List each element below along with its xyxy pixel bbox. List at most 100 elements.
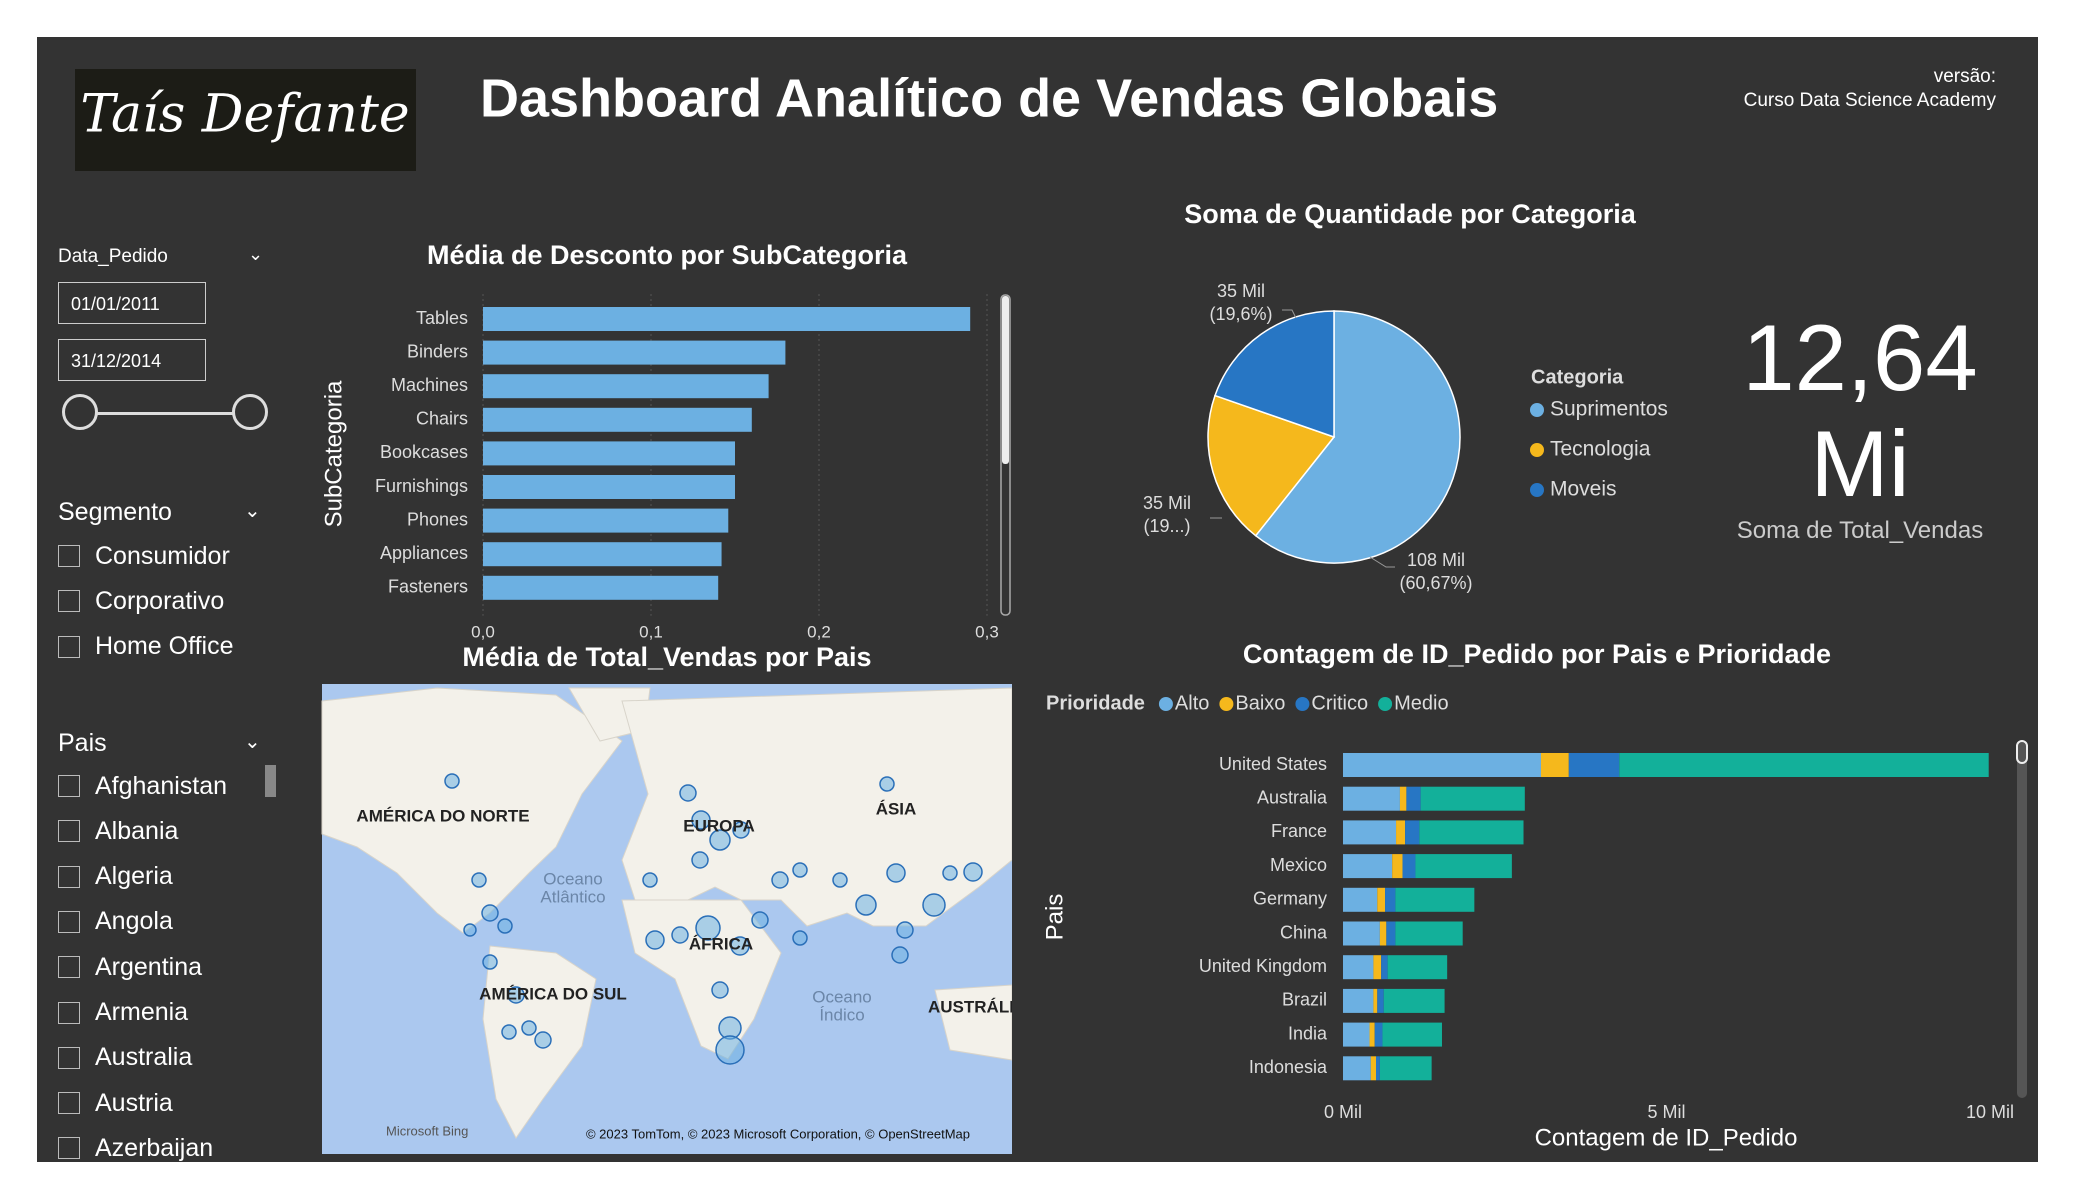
slicer-option[interactable]: Australia (58, 1042, 192, 1074)
y-tick-label: Tables (416, 308, 468, 328)
slicer-option[interactable]: Consumidor (58, 540, 230, 572)
legend-marker (1530, 443, 1544, 457)
map-mask (1012, 684, 1042, 1154)
bar-segment (1420, 786, 1525, 811)
bar-segment (1369, 1022, 1375, 1047)
checkbox[interactable] (58, 956, 80, 979)
legend-marker (1530, 483, 1544, 497)
checkbox[interactable] (58, 910, 80, 933)
bar-segment (1343, 854, 1393, 879)
bar-segment (1343, 988, 1374, 1013)
slicer-option[interactable]: Armenia (58, 997, 188, 1029)
y-tick-label: Furnishings (375, 476, 468, 496)
y-tick-label: Machines (391, 375, 468, 395)
data-label: (60,67%) (1399, 573, 1472, 593)
checkbox[interactable] (58, 1001, 80, 1024)
bar-segment (1373, 955, 1382, 980)
option-label: Angola (95, 907, 173, 936)
chevron[interactable]: ⌄ (244, 500, 261, 522)
slider-handle[interactable] (232, 394, 268, 430)
slicer-option[interactable]: Corporativo (58, 585, 224, 617)
option-label: Azerbaijan (95, 1133, 214, 1162)
slicer-option[interactable]: Austria (58, 1087, 173, 1119)
y-tick-label: Fasteners (388, 577, 468, 597)
y-tick-label: France (1271, 821, 1327, 841)
pie-slice (1214, 310, 1335, 439)
map-label: AMÉRICA DO NORTE (356, 806, 529, 825)
y-axis-label: SubCategoria (320, 380, 347, 527)
map-label: Oceano (543, 869, 603, 888)
bar-segment (1377, 887, 1386, 912)
slicer-option[interactable]: Algeria (58, 861, 173, 893)
x-tick-label: 0,1 (639, 622, 663, 641)
scrollbar[interactable] (2017, 741, 2027, 1098)
map-label: EUROPA (683, 816, 754, 835)
bar-segment (1383, 988, 1445, 1013)
bar-segment (1396, 820, 1406, 845)
legend-marker (1158, 697, 1173, 711)
checkbox[interactable] (58, 1137, 80, 1160)
map-label: ÁFRICA (689, 934, 753, 953)
slicer-title: Data_Pedido (58, 246, 168, 267)
bar-segment (1343, 786, 1400, 811)
legend-label: Alto (1175, 692, 1209, 714)
map[interactable]: AMÉRICA DO NORTE Oceano Atlântico AMÉRIC… (321, 684, 1026, 1154)
slicer-option[interactable]: Albania (58, 815, 178, 847)
y-tick-label: Chairs (416, 409, 468, 429)
scrollbar-thumb[interactable] (265, 765, 276, 797)
bar-segment (1399, 786, 1407, 811)
legend-marker (1378, 697, 1393, 711)
checkbox[interactable] (58, 635, 80, 658)
slicer-option[interactable]: Azerbaijan (58, 1132, 213, 1162)
version-label: versão: (1934, 66, 1996, 87)
checkbox[interactable] (58, 545, 80, 567)
legend-label: Tecnologia (1550, 438, 1651, 461)
scrollbar[interactable] (1000, 294, 1011, 616)
date-input[interactable]: 31/12/2014 (58, 339, 206, 381)
legend-title: Prioridade (1046, 692, 1145, 714)
pie-slice (1254, 310, 1461, 564)
logo: Taís Defante (80, 85, 409, 145)
bar (483, 508, 729, 533)
checkbox[interactable] (58, 590, 80, 613)
slicer-option[interactable]: Afghanistan (58, 770, 227, 802)
map-label: AUSTRÁLIA (928, 997, 1026, 1016)
data-label: 35 Mil (1217, 281, 1265, 301)
bar-segment (1374, 1022, 1383, 1047)
checkbox[interactable] (58, 1046, 80, 1069)
option-label: Australia (95, 1043, 193, 1072)
x-tick-label: 0,2 (807, 622, 831, 641)
bar-segment (1387, 955, 1448, 980)
option-label: Argentina (95, 952, 203, 981)
slicer-option[interactable]: Home Office (58, 631, 233, 663)
map-attribution: © 2023 TomTom, © 2023 Microsoft Corporat… (586, 1126, 970, 1141)
map-label: ÁSIA (876, 799, 917, 818)
bar-segment (1392, 854, 1403, 879)
date-input[interactable]: 01/01/2011 (58, 282, 206, 324)
y-tick-label: United Kingdom (1199, 956, 1327, 976)
bar-segment (1343, 1056, 1371, 1081)
bar-segment (1343, 820, 1397, 845)
checkbox[interactable] (58, 775, 80, 797)
checkbox[interactable] (58, 1092, 80, 1115)
scrollbar-thumb[interactable] (1002, 296, 1009, 464)
kpi-value: 12,64 Mi (1742, 305, 1978, 516)
bar-segment (1568, 753, 1620, 777)
slider-handle[interactable] (62, 394, 98, 430)
option-label: Afghanistan (95, 771, 228, 800)
y-tick-label: United States (1219, 754, 1327, 774)
slicer-option[interactable]: Angola (58, 906, 173, 938)
chevron[interactable]: ⌄ (248, 244, 264, 264)
bar-segment (1419, 820, 1524, 845)
map-label: AMÉRICA DO SUL (479, 984, 627, 1003)
scrollbar-thumb[interactable] (2016, 740, 2028, 764)
chevron[interactable]: ⌄ (244, 731, 261, 753)
map-label: Oceano (812, 987, 872, 1006)
checkbox[interactable] (58, 865, 80, 888)
checkbox[interactable] (58, 820, 80, 843)
data-label: 108 Mil (1407, 550, 1465, 570)
pie-slice (1207, 394, 1336, 537)
bar-segment (1406, 786, 1421, 811)
slicer-option[interactable]: Argentina (58, 951, 202, 983)
